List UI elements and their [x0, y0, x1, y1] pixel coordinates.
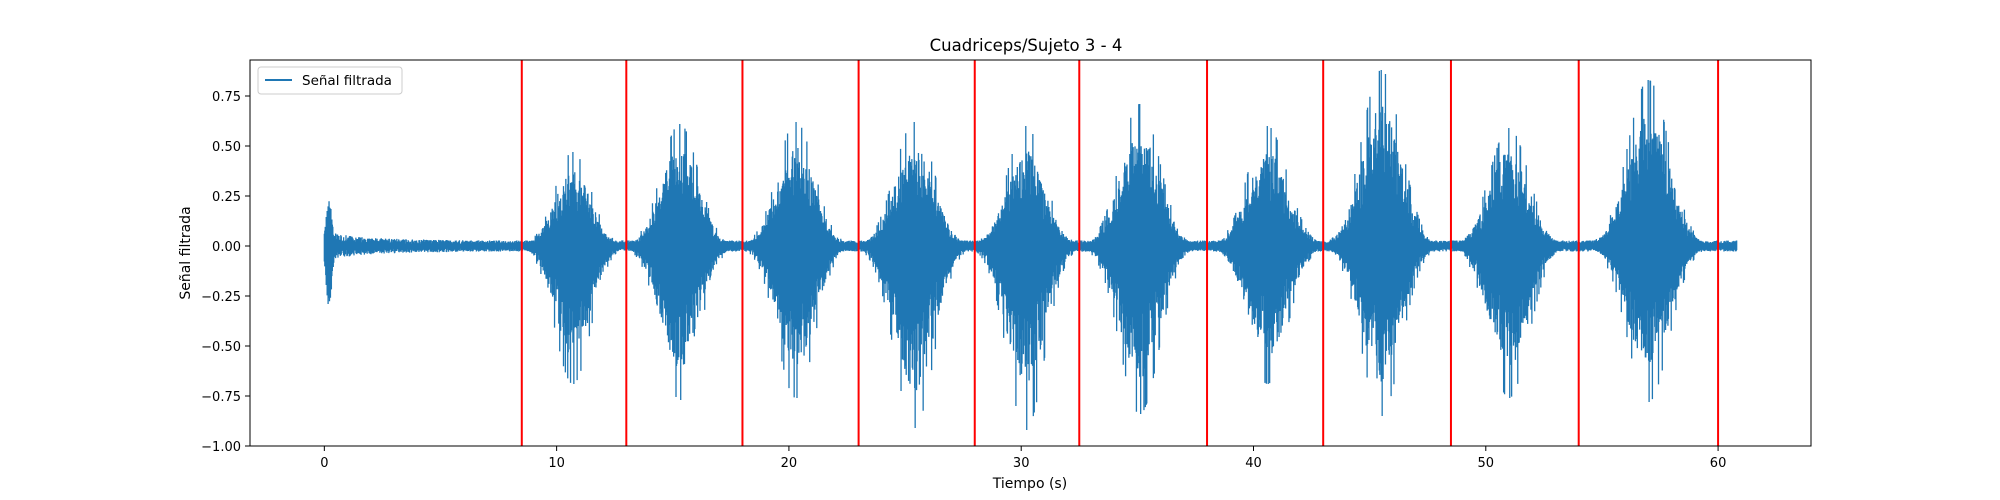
signal-line — [323, 70, 1738, 430]
x-axis-label: Tiempo (s) — [992, 476, 1067, 492]
x-tick-label: 0 — [320, 456, 328, 471]
y-tick-label: −0.75 — [201, 390, 241, 405]
x-tick-label: 30 — [1013, 456, 1030, 471]
y-tick-label: 0.00 — [212, 240, 241, 255]
legend-box — [257, 66, 403, 95]
event-lines-group — [520, 60, 1720, 446]
chart-title: Cuadriceps/Sujeto 3 - 4 — [930, 36, 1123, 55]
y-axis-label: Señal filtrada — [178, 206, 194, 299]
y-axis: −1.00 −0.75 −0.50 −0.25 0.00 0.25 0.50 0.75 — [201, 90, 250, 455]
x-tick-label: 50 — [1478, 456, 1495, 471]
y-tick-label: 0.25 — [212, 190, 241, 205]
y-tick-label: −1.00 — [201, 440, 241, 455]
y-tick-label: 0.50 — [212, 140, 241, 155]
y-tick-label: −0.25 — [201, 290, 241, 305]
legend: Señal filtrada — [257, 66, 403, 95]
plot-area — [249, 59, 1812, 447]
legend-label: Señal filtrada — [302, 73, 392, 89]
signal-series-group — [323, 70, 1738, 430]
x-tick-label: 10 — [548, 456, 565, 471]
plot-frame — [249, 59, 1812, 447]
x-tick-label: 60 — [1710, 456, 1727, 471]
y-tick-label: 0.75 — [212, 90, 241, 105]
y-tick-label: −0.50 — [201, 340, 241, 355]
x-tick-label: 40 — [1245, 456, 1262, 471]
x-tick-label: 20 — [781, 456, 798, 471]
x-axis: 0 10 20 30 40 50 60 — [320, 446, 1726, 471]
